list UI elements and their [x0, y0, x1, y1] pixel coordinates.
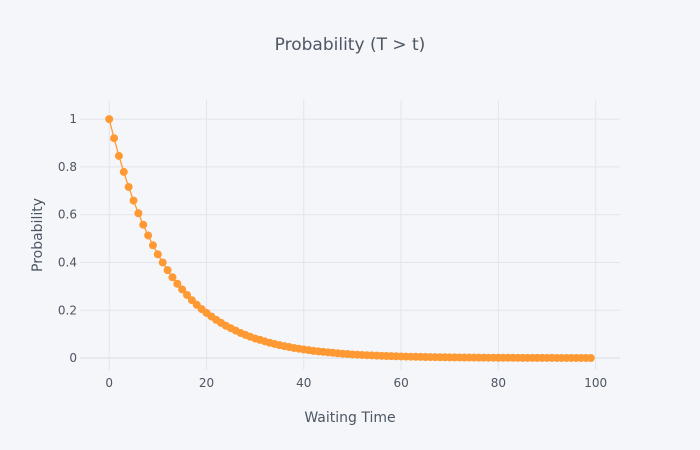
data-point — [139, 220, 148, 229]
y-tick-label: 0 — [69, 351, 77, 365]
data-point — [129, 196, 138, 205]
data-point — [586, 354, 595, 363]
y-tick-label: 0.4 — [58, 255, 77, 269]
y-tick-label: 1 — [69, 112, 77, 126]
x-axis-title: Waiting Time — [304, 410, 395, 426]
data-point — [114, 151, 123, 160]
data-point — [158, 258, 167, 267]
data-point — [173, 279, 182, 288]
y-tick-label: 0.8 — [58, 160, 77, 174]
x-tick-label: 80 — [491, 376, 506, 390]
data-point — [148, 241, 157, 250]
series-layer — [105, 115, 595, 363]
y-tick-label: 0.2 — [58, 303, 77, 317]
y-tick-label: 0.6 — [58, 208, 77, 222]
x-tick-label: 100 — [584, 376, 607, 390]
chart-title: Probability (T > t) — [275, 35, 426, 55]
tick-layer: 0 20 40 60 80 100 0 0.2 0.4 0.6 0.8 1 — [58, 112, 607, 390]
data-point — [163, 266, 172, 275]
data-point — [119, 167, 128, 176]
data-point — [183, 290, 192, 299]
data-point — [134, 209, 143, 218]
data-point — [144, 231, 153, 240]
data-point — [110, 134, 119, 143]
data-point — [153, 250, 162, 259]
data-point — [105, 115, 114, 124]
data-point — [124, 182, 133, 191]
x-tick-label: 40 — [296, 376, 311, 390]
x-tick-label: 60 — [393, 376, 408, 390]
y-axis-title: Probability — [30, 198, 46, 272]
data-point — [168, 273, 177, 282]
data-point — [178, 285, 187, 294]
x-tick-label: 0 — [105, 376, 113, 390]
x-tick-label: 20 — [199, 376, 214, 390]
